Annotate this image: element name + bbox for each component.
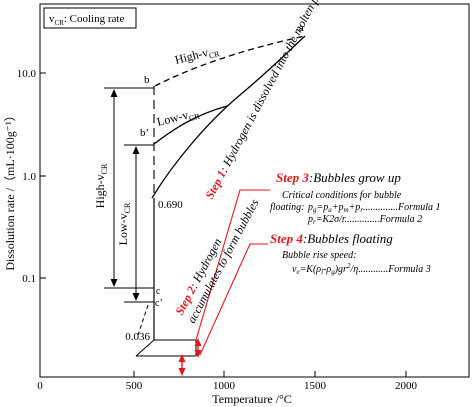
legend-box	[43, 7, 137, 29]
point-label-b: b	[144, 74, 150, 86]
x-tick-label: 1500	[304, 380, 327, 392]
arrowhead	[132, 146, 140, 154]
plot-frame	[39, 3, 470, 378]
high-vcr-series-line	[154, 35, 306, 87]
step4-title: Step 4:Bubbles floating	[270, 231, 393, 246]
point-label-c: c	[156, 286, 161, 297]
step3-title: Step 3:Bubbles grow up	[276, 170, 401, 185]
dashed-lower-extension	[137, 304, 149, 336]
step4-leader-line	[199, 243, 268, 356]
step3-leader-line	[195, 189, 270, 341]
red-arrowhead	[194, 350, 202, 358]
x-tick-label: 2000	[395, 380, 418, 392]
red-arrowhead	[178, 368, 186, 376]
x-tick-label: 1000	[213, 380, 236, 392]
low-vcr-bracket-label: Low-vCR	[116, 202, 132, 245]
point-label-a: a	[299, 22, 304, 34]
point-label-b-prime: b’	[140, 127, 149, 139]
arrowhead	[132, 293, 140, 301]
point-label-c-prime: c’	[155, 298, 163, 309]
x-axis	[39, 371, 407, 377]
red-arrowhead	[194, 338, 202, 346]
critical-conditions-text: Critical conditions for bubble	[282, 190, 402, 201]
x-axis-label: Temperature /°C	[212, 392, 292, 406]
low-vcr-series-line	[153, 105, 228, 145]
legend-text: vCR: Cooling rate	[49, 13, 124, 27]
arrowhead	[110, 89, 118, 97]
arrowhead	[110, 279, 118, 287]
formula-1: pg=pa+pm+pr..............Formula 1	[307, 202, 441, 214]
high-vcr-bracket-label: High-vCR	[93, 163, 109, 208]
y-tick-label: 1.0	[22, 171, 36, 183]
y-axis-label: Dissolution rate /（mL·100g⁻¹）	[3, 109, 17, 270]
value-label-0690: 0.690	[158, 199, 183, 211]
y-tick-label: 0.1	[22, 273, 36, 285]
x-tick-label: 500	[126, 380, 143, 392]
red-arrowhead	[178, 354, 186, 362]
critical-conditions-text-2: floating:	[270, 202, 304, 213]
formula-2: pr=K2σ/r..............Formula 2	[307, 214, 422, 226]
main-dissolution-curve	[151, 35, 306, 199]
value-label-0036: 0.036	[125, 331, 150, 343]
high-vcr-series-label: High-vCR	[173, 42, 221, 68]
rise-speed-text: Bubble rise speed:	[282, 250, 356, 261]
baseline-diagonal	[135, 339, 155, 357]
formula-3: ve=K(ρl-ρg)gr2/η............Formula 3	[292, 262, 431, 276]
x-tick-label: 0	[37, 380, 43, 392]
y-axis	[40, 72, 46, 279]
step2-annotation-line2: accumulates to form bubbles	[184, 196, 261, 325]
y-tick-label: 10.0	[17, 68, 37, 80]
